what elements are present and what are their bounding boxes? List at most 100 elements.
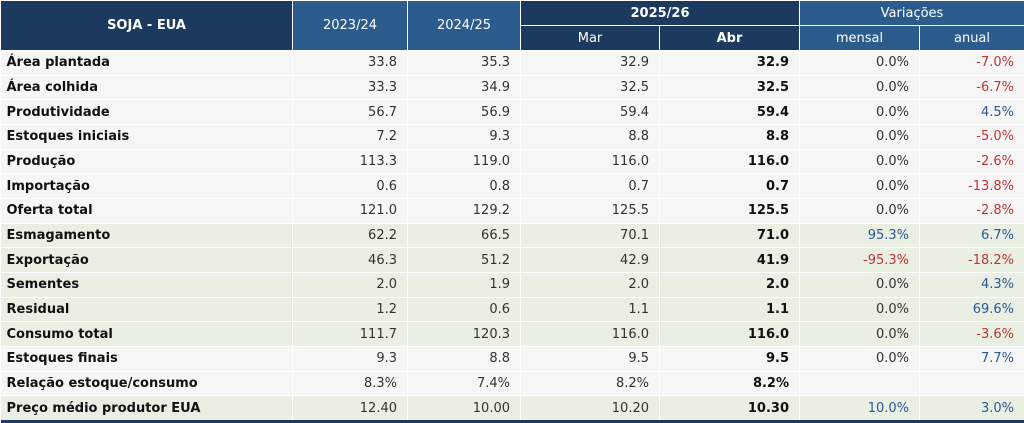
cell-mensal: 0.0% xyxy=(799,198,920,224)
cell-mar: 0.7 xyxy=(520,173,660,199)
cell-anual: -3.6% xyxy=(919,321,1024,347)
cell-2023-24: 33.8 xyxy=(292,50,408,76)
col-group-2025-26: 2025/26 xyxy=(520,0,800,26)
row-label: Estoques iniciais xyxy=(0,124,293,150)
cell-mar: 2.0 xyxy=(520,272,660,298)
table-row: Esmagamento 62.2 66.5 70.1 71.0 95.3% 6.7% xyxy=(0,223,1024,249)
cell-abr: 116.0 xyxy=(659,321,800,347)
table-body: Área plantada 33.8 35.3 32.9 32.9 0.0% -7.0% Ár… xyxy=(0,50,1024,422)
cell-mensal: 0.0% xyxy=(799,297,920,323)
table-row: Consumo total 111.7 120.3 116.0 116.0 0.0% -3.… xyxy=(0,321,1024,347)
cell-2024-25: 66.5 xyxy=(407,223,521,249)
cell-2023-24: 9.3 xyxy=(292,346,408,372)
cell-mensal: 0.0% xyxy=(799,149,920,175)
cell-anual: -2.8% xyxy=(919,198,1024,224)
cell-mensal: 0.0% xyxy=(799,124,920,150)
table-row: Exportação 46.3 51.2 42.9 41.9 -95.3% -18.2% xyxy=(0,247,1024,273)
col-group-variacoes: Variações xyxy=(799,0,1024,26)
cell-mar: 116.0 xyxy=(520,149,660,175)
cell-abr: 125.5 xyxy=(659,198,800,224)
cell-mar: 32.5 xyxy=(520,75,660,101)
cell-anual: 7.7% xyxy=(919,346,1024,372)
row-label: Preço médio produtor EUA xyxy=(0,395,293,422)
cell-abr: 32.9 xyxy=(659,50,800,76)
cell-mar: 8.2% xyxy=(520,371,660,397)
cell-mensal: -95.3% xyxy=(799,247,920,273)
cell-2024-25: 1.9 xyxy=(407,272,521,298)
cell-mensal: 0.0% xyxy=(799,99,920,125)
cell-mensal: 0.0% xyxy=(799,272,920,298)
col-header-abr: Abr xyxy=(659,25,800,51)
cell-abr: 41.9 xyxy=(659,247,800,273)
cell-anual: 3.0% xyxy=(919,395,1024,422)
cell-mar: 10.20 xyxy=(520,395,660,422)
cell-abr: 116.0 xyxy=(659,149,800,175)
cell-2024-25: 34.9 xyxy=(407,75,521,101)
col-header-anual: anual xyxy=(919,25,1024,51)
cell-2023-24: 2.0 xyxy=(292,272,408,298)
cell-2024-25: 7.4% xyxy=(407,371,521,397)
row-label: Residual xyxy=(0,297,293,323)
row-label: Área plantada xyxy=(0,50,293,76)
cell-2023-24: 0.6 xyxy=(292,173,408,199)
table-row: Estoques iniciais 7.2 9.3 8.8 8.8 0.0% -5.0% xyxy=(0,124,1024,150)
cell-2023-24: 33.3 xyxy=(292,75,408,101)
cell-abr: 71.0 xyxy=(659,223,800,249)
cell-anual: -13.8% xyxy=(919,173,1024,199)
table-row: Relação estoque/consumo 8.3% 7.4% 8.2% 8.2% xyxy=(0,371,1024,397)
table-row: Área colhida 33.3 34.9 32.5 32.5 0.0% -6.7% xyxy=(0,75,1024,101)
cell-mar: 42.9 xyxy=(520,247,660,273)
cell-mar: 1.1 xyxy=(520,297,660,323)
row-label: Exportação xyxy=(0,247,293,273)
cell-2023-24: 1.2 xyxy=(292,297,408,323)
cell-anual: -18.2% xyxy=(919,247,1024,273)
table-row: Oferta total 121.0 129.2 125.5 125.5 0.0% -2.8… xyxy=(0,198,1024,224)
cell-abr: 8.8 xyxy=(659,124,800,150)
cell-anual: -2.6% xyxy=(919,149,1024,175)
col-header-mar: Mar xyxy=(520,25,660,51)
cell-2023-24: 46.3 xyxy=(292,247,408,273)
cell-2023-24: 7.2 xyxy=(292,124,408,150)
cell-anual: 4.5% xyxy=(919,99,1024,125)
table-header: SOJA - EUA 2023/24 2024/25 2025/26 Varia… xyxy=(0,0,1024,51)
cell-anual xyxy=(919,371,1024,397)
cell-mensal: 0.0% xyxy=(799,346,920,372)
cell-abr: 9.5 xyxy=(659,346,800,372)
cell-2024-25: 120.3 xyxy=(407,321,521,347)
cell-mensal xyxy=(799,371,920,397)
col-header-mensal: mensal xyxy=(799,25,920,51)
table-row: Área plantada 33.8 35.3 32.9 32.9 0.0% -7.0% xyxy=(0,50,1024,76)
col-header-2024-25: 2024/25 xyxy=(407,0,521,51)
cell-2023-24: 111.7 xyxy=(292,321,408,347)
row-label: Área colhida xyxy=(0,75,293,101)
cell-abr: 8.2% xyxy=(659,371,800,397)
cell-2024-25: 51.2 xyxy=(407,247,521,273)
table-row: Estoques finais 9.3 8.8 9.5 9.5 0.0% 7.7% xyxy=(0,346,1024,372)
cell-abr: 10.30 xyxy=(659,395,800,422)
cell-2023-24: 12.40 xyxy=(292,395,408,422)
cell-2024-25: 10.00 xyxy=(407,395,521,422)
cell-anual: -5.0% xyxy=(919,124,1024,150)
cell-2024-25: 0.6 xyxy=(407,297,521,323)
table-row: Sementes 2.0 1.9 2.0 2.0 0.0% 4.3% xyxy=(0,272,1024,298)
cell-2023-24: 56.7 xyxy=(292,99,408,125)
table-row: Importação 0.6 0.8 0.7 0.7 0.0% -13.8% xyxy=(0,173,1024,199)
cell-mar: 32.9 xyxy=(520,50,660,76)
row-label: Sementes xyxy=(0,272,293,298)
cell-2024-25: 56.9 xyxy=(407,99,521,125)
cell-anual: -7.0% xyxy=(919,50,1024,76)
cell-mensal: 0.0% xyxy=(799,321,920,347)
cell-2023-24: 62.2 xyxy=(292,223,408,249)
cell-mensal: 0.0% xyxy=(799,75,920,101)
table-row: Preço médio produtor EUA 12.40 10.00 10.20 1… xyxy=(0,395,1024,422)
row-label: Produtividade xyxy=(0,99,293,125)
cell-mar: 59.4 xyxy=(520,99,660,125)
cell-mar: 70.1 xyxy=(520,223,660,249)
row-label: Produção xyxy=(0,149,293,175)
cell-anual: 6.7% xyxy=(919,223,1024,249)
cell-2024-25: 35.3 xyxy=(407,50,521,76)
table-row: Produção 113.3 119.0 116.0 116.0 0.0% -2.6% xyxy=(0,149,1024,175)
cell-2023-24: 113.3 xyxy=(292,149,408,175)
cell-abr: 0.7 xyxy=(659,173,800,199)
cell-anual: 4.3% xyxy=(919,272,1024,298)
